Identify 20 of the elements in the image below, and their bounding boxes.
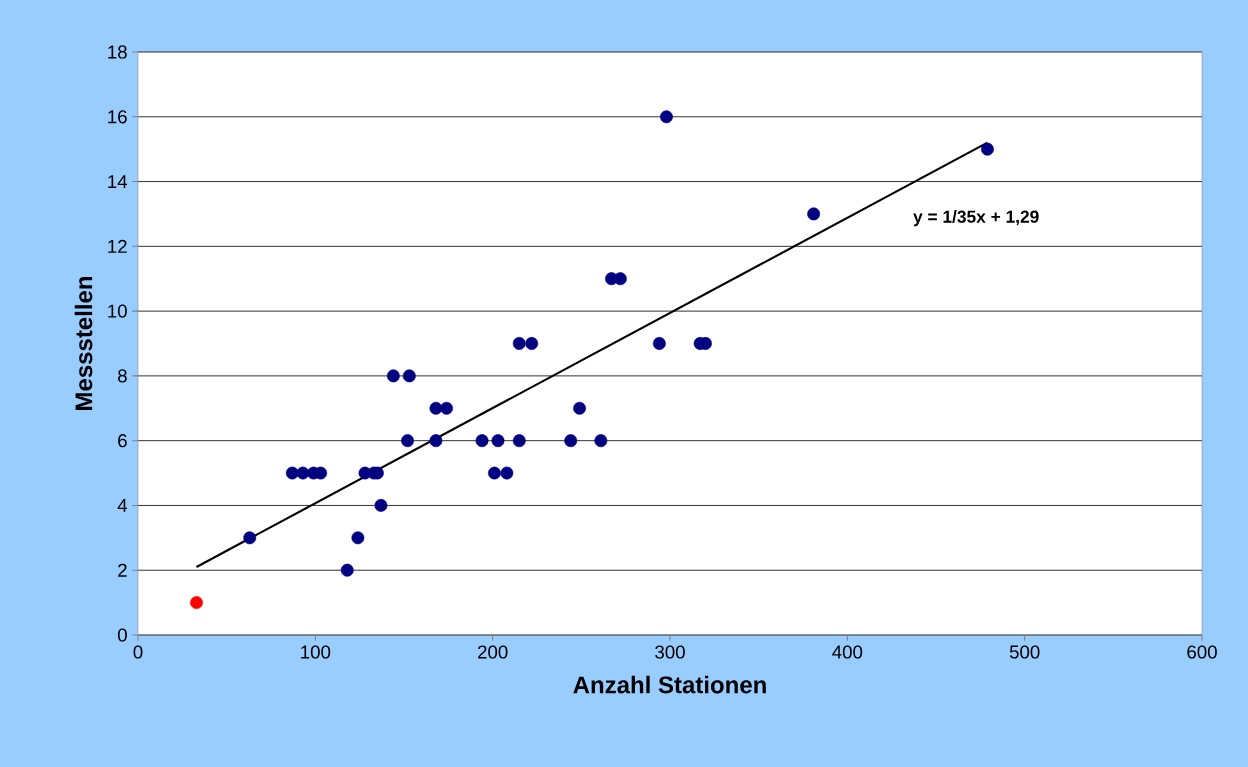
y-tick-label: 8 [118,369,127,383]
y-tick-label: 6 [118,434,127,448]
y-tick-label: 14 [108,175,128,188]
y-tick-label: 16 [108,110,127,124]
y-tick-label: 2 [118,563,127,577]
x-tick-label: 500 [1009,645,1040,659]
y-tick-label: 18 [108,45,127,59]
y-tick-label: 12 [108,239,127,253]
x-axis-title: Anzahl Stationen [573,675,766,694]
y-tick-label: 4 [117,499,128,512]
annotation: y = 1/35x + 1,29 [913,210,1039,227]
x-tick-label: 100 [301,645,331,659]
x-tick-label: 400 [832,645,863,659]
y-axis-title: Messstellen [74,276,93,410]
x-tick-label: 200 [478,645,508,659]
x-tick-label: 600 [1187,645,1217,659]
x-tick-label: 300 [655,645,685,659]
y-tick-label: 10 [108,304,127,318]
x-tick-label: 0 [133,645,143,659]
y-tick-label: 0 [117,628,127,642]
